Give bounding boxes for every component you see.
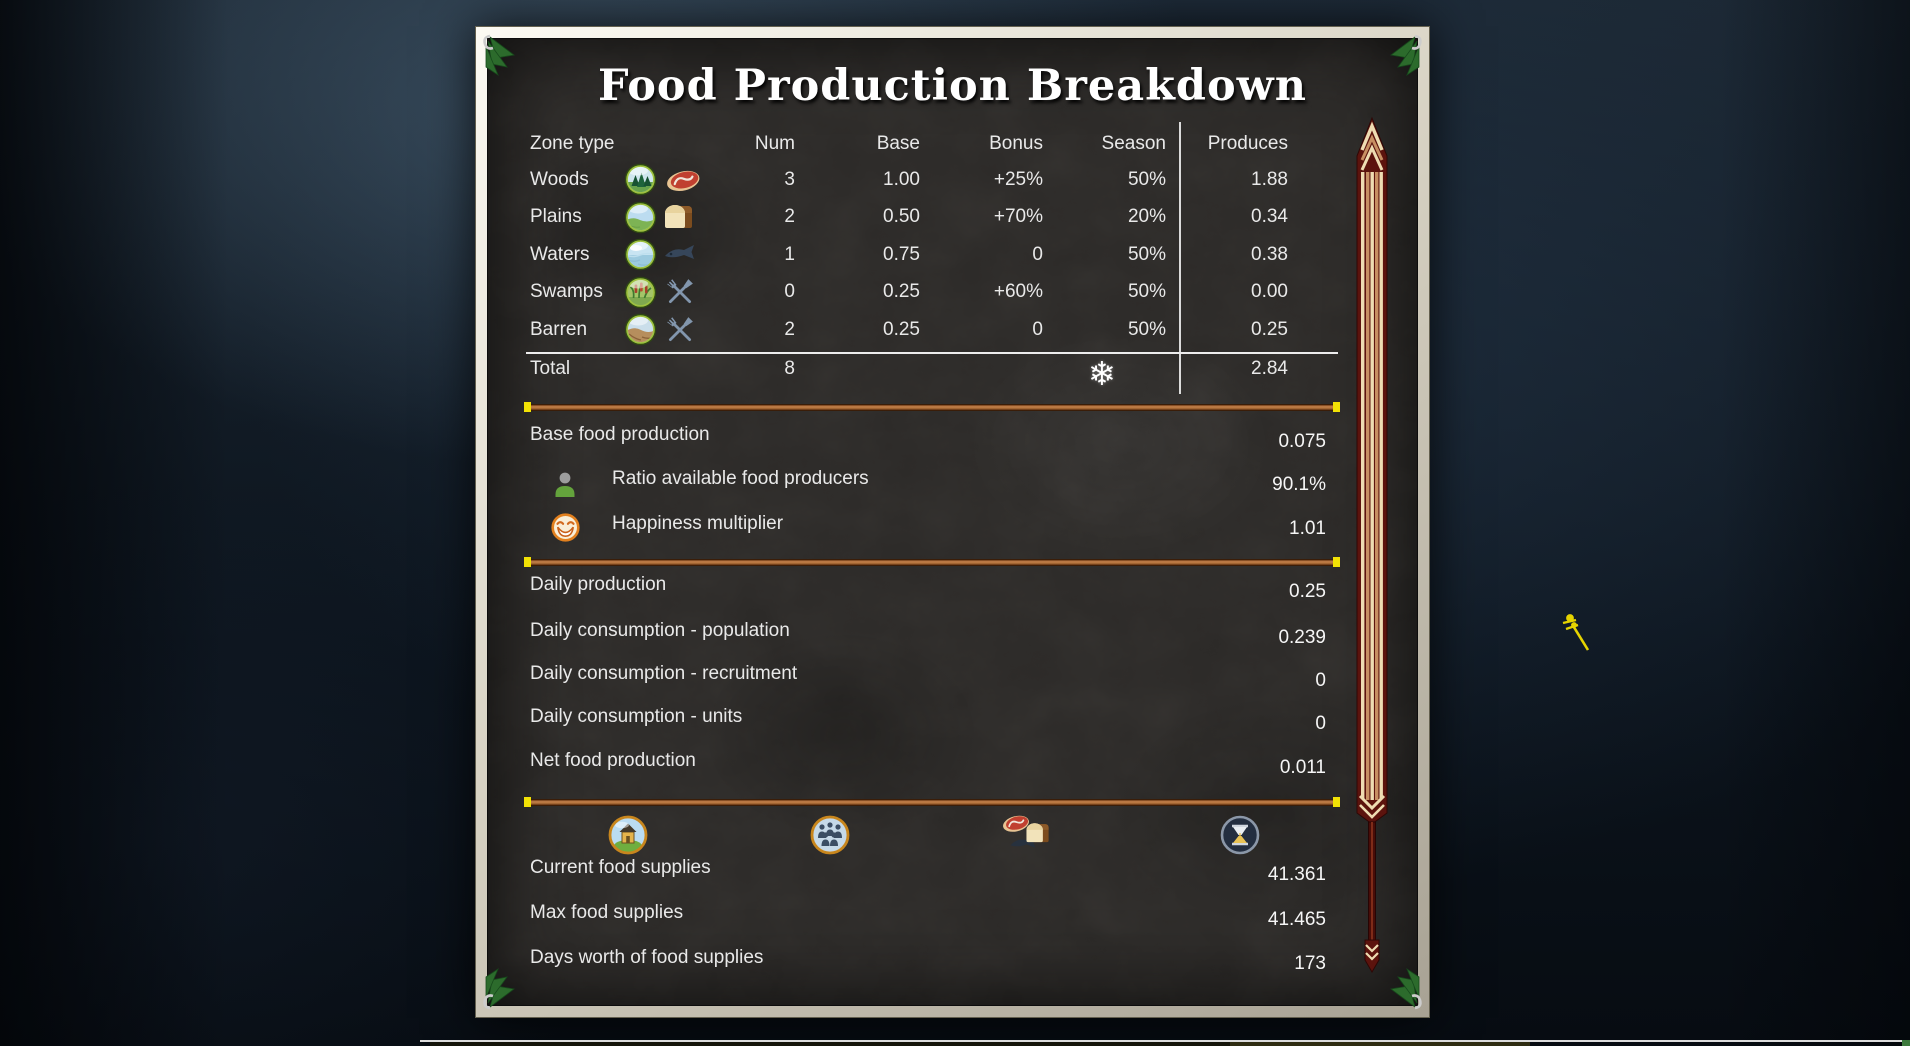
table-total-row: Total 8 2.84 xyxy=(530,354,1288,384)
stat-label: Days worth of food supplies xyxy=(530,947,764,968)
zone-table: Zone type Num Base Bonus Season Produces… xyxy=(530,127,1288,384)
zone-base: 1.00 xyxy=(883,168,920,190)
total-separator-line xyxy=(526,352,1338,354)
stat-label: Daily consumption - units xyxy=(530,706,743,727)
zone-bonus: +70% xyxy=(993,206,1043,228)
stat-value: 173 xyxy=(1294,953,1326,974)
zone-num: 1 xyxy=(784,243,795,265)
zone-produces: 0.38 xyxy=(1251,243,1288,265)
table-row: Barren 2 0.25 0 50% 0.25 xyxy=(530,311,1288,349)
section-divider-bar xyxy=(524,797,1340,807)
barren-zone-icon xyxy=(624,313,657,346)
food-production-panel: Food Production Breakdown Zone type Num … xyxy=(475,26,1430,1018)
header-zone-type: Zone type xyxy=(530,133,615,154)
zone-bonus: +60% xyxy=(993,281,1043,303)
stat-value: 0.239 xyxy=(1278,627,1326,648)
zone-num: 2 xyxy=(784,318,795,340)
plains-zone-icon xyxy=(624,201,657,234)
stat-label: Base food production xyxy=(530,424,710,445)
stat-label: Daily consumption - population xyxy=(530,620,790,641)
stat-value: 1.01 xyxy=(1289,518,1326,539)
stat-label: Daily production xyxy=(530,574,667,595)
zone-produces: 0.00 xyxy=(1251,281,1288,303)
zone-base: 0.25 xyxy=(883,318,920,340)
stat-label: Happiness multiplier xyxy=(612,513,784,534)
zone-produces: 0.34 xyxy=(1251,206,1288,228)
zone-bonus: 0 xyxy=(1032,243,1043,265)
zone-produces: 0.25 xyxy=(1251,318,1288,340)
table-row: Waters 1 0.75 0 50% 0.38 xyxy=(530,236,1288,274)
header-produces: Produces xyxy=(1207,133,1288,154)
waters-zone-icon xyxy=(624,238,657,271)
zone-bonus: +25% xyxy=(993,168,1043,190)
table-row: Swamps 0 0.25 +60% 50% 0.00 xyxy=(530,274,1288,312)
stat-value: 41.361 xyxy=(1267,864,1326,885)
zone-num: 0 xyxy=(784,281,795,303)
population-icon xyxy=(810,815,850,860)
zone-label: Woods xyxy=(530,168,589,190)
zone-label: Waters xyxy=(530,243,590,265)
zone-base: 0.75 xyxy=(883,243,920,265)
cutlery-icon xyxy=(662,274,698,310)
zone-label: Swamps xyxy=(530,281,603,303)
zone-num: 3 xyxy=(784,168,795,190)
table-header: Zone type Num Base Bonus Season Produces xyxy=(530,127,1288,161)
cutlery-icon xyxy=(662,312,698,348)
total-label: Total xyxy=(530,357,571,379)
season-produces-divider xyxy=(1179,122,1181,394)
header-season: Season xyxy=(1101,133,1166,154)
stat-value: 0.075 xyxy=(1278,431,1326,452)
swamps-zone-icon xyxy=(624,276,657,309)
decorative-scrollbar[interactable] xyxy=(1352,112,1392,992)
zone-season: 50% xyxy=(1127,168,1166,190)
stat-value: 0 xyxy=(1315,713,1326,734)
zone-season: 50% xyxy=(1127,318,1166,340)
world-edge-strip xyxy=(0,1040,1910,1046)
meat-icon xyxy=(662,165,704,195)
hourglass-icon xyxy=(1220,815,1260,860)
stat-value: 0.25 xyxy=(1289,581,1326,602)
zone-season: 20% xyxy=(1127,206,1166,228)
fish-icon xyxy=(662,244,700,266)
stat-value: 0.011 xyxy=(1279,757,1326,778)
snowflake-icon: ❄ xyxy=(1088,354,1116,393)
panel-content: Food Production Breakdown Zone type Num … xyxy=(487,38,1418,1006)
zone-base: 0.25 xyxy=(883,281,920,303)
total-produces: 2.84 xyxy=(1251,357,1288,379)
zone-label: Barren xyxy=(530,318,588,340)
zone-label: Plains xyxy=(530,206,582,228)
stat-label: Net food production xyxy=(530,750,696,771)
page-title: Food Production Breakdown xyxy=(598,61,1307,111)
total-num: 8 xyxy=(784,357,795,379)
zone-produces: 1.88 xyxy=(1251,168,1288,190)
section-divider-bar xyxy=(524,402,1340,412)
zone-num: 2 xyxy=(784,206,795,228)
zone-season: 50% xyxy=(1127,243,1166,265)
zone-base: 0.50 xyxy=(883,206,920,228)
stat-label: Max food supplies xyxy=(530,902,684,923)
table-row: Plains 2 0.50 +70% 20% 0.34 xyxy=(530,199,1288,237)
stat-value: 0 xyxy=(1315,670,1326,691)
zone-bonus: 0 xyxy=(1032,318,1043,340)
header-bonus: Bonus xyxy=(989,133,1043,154)
stat-value: 90.1% xyxy=(1272,474,1326,495)
stat-value: 41.465 xyxy=(1267,909,1326,930)
house-icon xyxy=(608,815,648,860)
food-icon xyxy=(1000,813,1056,864)
stat-label: Daily consumption - recruitment xyxy=(530,663,798,684)
table-row: Woods 3 1.00 +25% 50% 1.88 xyxy=(530,161,1288,199)
wand-cursor-icon xyxy=(1562,614,1590,651)
section-divider-bar xyxy=(524,557,1340,567)
person-icon xyxy=(552,471,578,503)
header-base: Base xyxy=(876,133,920,154)
stat-label: Ratio available food producers xyxy=(612,468,869,489)
header-num: Num xyxy=(754,133,795,154)
zone-season: 50% xyxy=(1127,281,1166,303)
stat-label: Current food supplies xyxy=(530,857,711,878)
bread-icon xyxy=(662,201,698,233)
happiness-icon xyxy=(551,513,580,547)
woods-zone-icon xyxy=(624,163,657,196)
